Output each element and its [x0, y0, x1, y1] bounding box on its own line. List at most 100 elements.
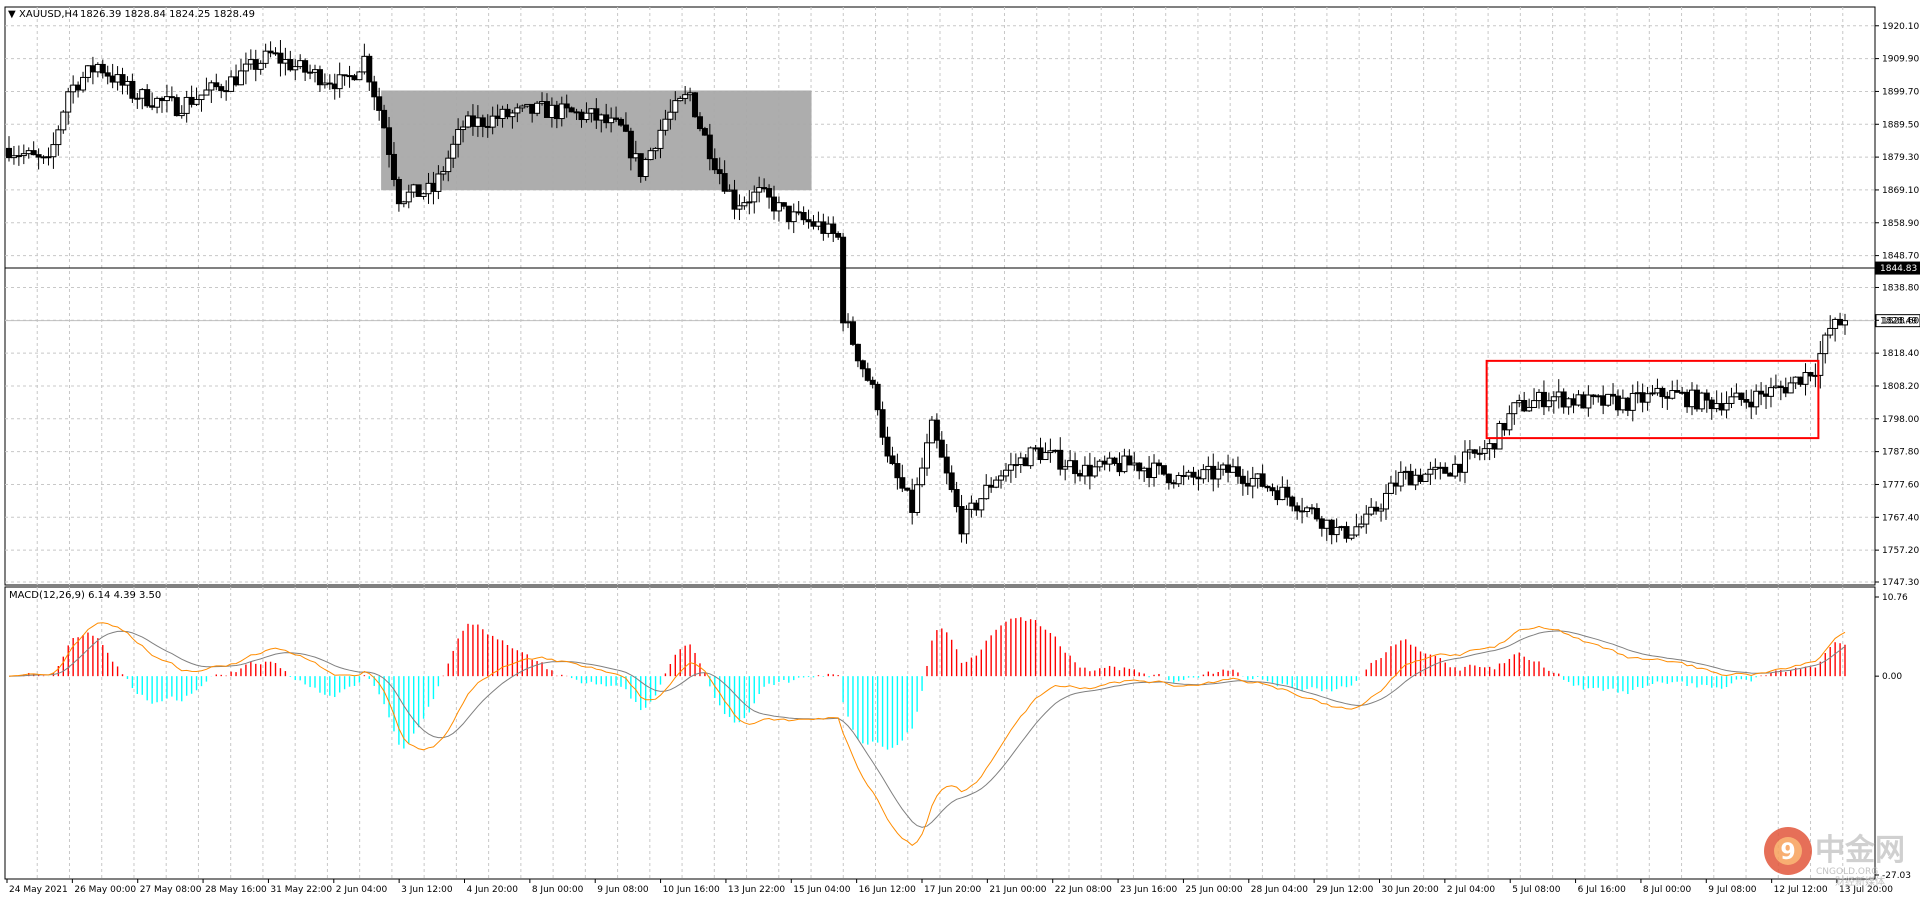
- y-tick-label: 1808.20: [1882, 382, 1919, 392]
- candle-bear: [381, 109, 388, 129]
- candle-bear: [1328, 519, 1335, 536]
- x-tick-label: 5 Jul 08:00: [1512, 885, 1561, 895]
- candle-bear: [341, 74, 348, 77]
- candle-bear: [272, 52, 279, 55]
- x-tick-label: 9 Jul 08:00: [1708, 885, 1757, 895]
- y-tick-label: 1858.90: [1882, 219, 1919, 229]
- candle-bear: [1590, 394, 1597, 398]
- x-tick-label: 23 Jun 16:00: [1120, 885, 1177, 895]
- candle-bear: [1447, 472, 1454, 477]
- candle-bear: [1501, 422, 1508, 431]
- candle-bull: [1536, 391, 1542, 402]
- x-tick-label: 27 May 08:00: [140, 885, 202, 895]
- candle-bull: [519, 105, 526, 109]
- y-tick-label: 1889.50: [1882, 120, 1919, 130]
- candle-bear: [149, 105, 156, 108]
- candle-bull: [1249, 477, 1256, 487]
- y-tick-label: 1787.80: [1882, 448, 1919, 458]
- candle-bull: [336, 74, 343, 90]
- candle-bull: [1254, 473, 1261, 479]
- candle-bull: [1012, 464, 1019, 467]
- candle-bull: [919, 467, 926, 486]
- candle-bull: [1387, 482, 1394, 494]
- candle-bear: [188, 96, 195, 105]
- candle-bear: [731, 189, 738, 210]
- candle-bull: [1689, 389, 1695, 408]
- candle-bull: [361, 55, 368, 73]
- candle-bull: [50, 144, 57, 158]
- candle-bear: [1225, 464, 1232, 473]
- candle-bull: [1605, 393, 1612, 406]
- candle-bear: [1210, 465, 1217, 480]
- candle-bull: [356, 71, 363, 81]
- price-axis: 1920.10 1909.90 1899.70 1889.50 1879.30 1869.…: [1875, 22, 1919, 588]
- candle-bull: [1787, 382, 1794, 394]
- y-tick-label: 1920.10: [1882, 22, 1919, 32]
- candle-bear: [430, 182, 437, 192]
- candle-bear: [1674, 390, 1681, 393]
- candle-bear: [1146, 467, 1153, 479]
- candle-bear: [820, 221, 827, 234]
- candle-bear: [1476, 452, 1483, 455]
- candle-bear: [1580, 394, 1587, 409]
- candle-bull: [1634, 392, 1641, 395]
- candle-bear: [307, 71, 314, 74]
- candle-bull: [1052, 449, 1059, 452]
- candle-bear: [637, 153, 644, 178]
- candle-bear: [173, 97, 180, 117]
- candle-bull: [228, 76, 235, 92]
- candle-bear: [795, 211, 802, 214]
- chart-header-arrow-icon[interactable]: ▼: [8, 9, 16, 20]
- x-tick-label: 25 Jun 00:00: [1185, 885, 1242, 895]
- candle-bear: [395, 178, 402, 205]
- y-tick-label: 1757.20: [1882, 546, 1919, 556]
- candle-bull: [1595, 395, 1602, 398]
- candle-bear: [1037, 447, 1044, 461]
- candle-bull: [1842, 320, 1848, 326]
- candle-bear: [943, 456, 950, 474]
- candle-bear: [1442, 466, 1449, 474]
- candle-bear: [218, 86, 225, 92]
- x-tick-label: 26 May 00:00: [74, 885, 136, 895]
- candle-bull: [1027, 447, 1034, 467]
- candle-bull: [928, 419, 935, 444]
- candle-bull: [983, 484, 990, 500]
- candle-bull: [1432, 466, 1439, 470]
- candle-bull: [40, 156, 47, 159]
- candle-bull: [978, 498, 985, 511]
- y-tick-label: 1879.30: [1882, 153, 1919, 163]
- candle-bull: [450, 143, 457, 159]
- candle-bear: [613, 117, 620, 120]
- candle-bull: [134, 97, 141, 100]
- cngold-tagline: 财经新媒体: [1835, 875, 1885, 888]
- candle-bull: [1368, 506, 1375, 515]
- candle-bull: [998, 475, 1005, 481]
- candle-bull: [440, 171, 447, 175]
- candle-bull: [845, 321, 852, 324]
- candle-bull: [1017, 457, 1024, 466]
- candle-bull: [1230, 466, 1236, 473]
- candle-bear: [119, 74, 126, 86]
- cngold-domain: CNGOLD.ORG: [1816, 867, 1878, 877]
- candle-bear: [99, 63, 106, 74]
- candle-bear: [213, 82, 220, 88]
- candle-bear: [543, 101, 550, 118]
- candle-bull: [548, 104, 555, 118]
- candle-bull: [1358, 523, 1365, 528]
- candle-bear: [721, 173, 728, 192]
- candle-bull: [124, 80, 131, 86]
- candle-bull: [1753, 390, 1760, 408]
- candle-bear: [1624, 397, 1631, 411]
- candle-bull: [1822, 334, 1829, 355]
- candle-bull: [1091, 466, 1098, 477]
- candle-bull: [1619, 397, 1626, 411]
- candle-bear: [168, 96, 175, 99]
- candle-bear: [696, 116, 703, 130]
- macd-histogram: [13, 617, 1846, 750]
- candle-bull: [825, 223, 832, 234]
- candle-bear: [1614, 395, 1621, 411]
- cngold-watermark: 9 中金网 CNGOLD.ORG 财经新媒体: [1764, 827, 1905, 888]
- x-tick-label: 28 Jun 04:00: [1251, 885, 1308, 895]
